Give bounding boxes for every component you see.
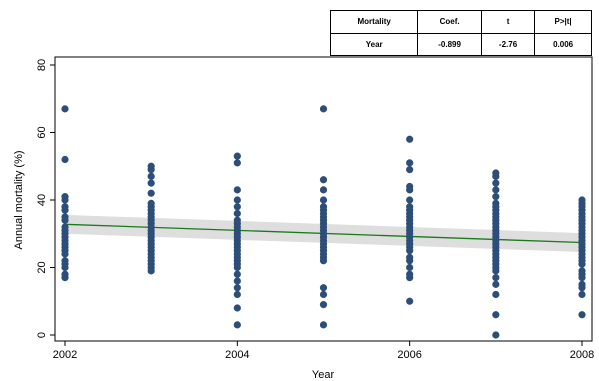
data-point [406,247,414,255]
data-point [492,193,500,201]
plot-frame [54,56,593,342]
data-point [578,260,586,268]
data-point [233,284,241,292]
data-point [492,179,500,187]
stats-coef-value: -0.899 [417,33,482,55]
data-point [492,280,500,288]
data-point [233,290,241,299]
data-point [233,263,241,272]
data-point [319,257,328,265]
regression-stats-table: Mortality Coef. t P>|t| Year -0.899 -2.7… [330,10,592,56]
stats-value-row: Year -0.899 -2.76 0.006 [331,33,591,55]
data-point [319,284,328,292]
data-point [61,155,69,164]
data-point [61,206,69,214]
y-axis-title: Annual mortality (%) [13,150,25,249]
data-point [406,186,414,194]
y-tick-label: 60 [36,126,48,138]
data-point [319,176,328,184]
data-point [406,263,414,272]
data-point [233,209,241,218]
data-point [492,186,500,194]
x-tick-label: 2008 [570,349,594,361]
data-point [578,290,586,299]
stats-header-p: P>|t| [534,11,591,34]
y-tick-label: 20 [36,261,48,273]
data-point [233,277,241,285]
data-point [492,267,500,275]
data-point [319,290,328,299]
data-point [492,331,500,339]
data-point [147,179,155,187]
y-tick-label: 80 [36,59,48,71]
data-point [319,196,328,204]
data-point [492,290,500,299]
data-point [61,216,69,224]
data-point [406,135,414,143]
stats-header-t: t [481,11,536,34]
stats-p-value: 0.006 [553,39,574,49]
data-point [406,274,414,282]
data-point [492,311,500,319]
data-point [492,274,500,282]
data-point [233,321,241,329]
data-point [61,250,69,258]
data-point [61,105,69,113]
data-point [233,203,241,211]
data-point [406,196,414,204]
data-point [61,196,69,204]
stats-row-label: Year [331,33,419,55]
data-point [406,257,414,265]
y-tick-label: 0 [36,332,48,338]
x-axis-title: Year [312,369,335,381]
data-point [406,159,414,167]
x-tick-label: 2006 [397,349,421,361]
data-point [319,186,328,194]
data-point [233,152,241,160]
stats-t-value: -2.76 [481,33,536,55]
data-point [147,189,155,197]
data-point [147,267,155,275]
y-tick-label: 40 [36,194,48,206]
stats-header-coef: Coef. [417,11,482,34]
data-point [233,304,241,312]
data-point [578,274,586,282]
data-point [492,172,500,180]
data-point [233,159,241,167]
data-point [147,166,155,174]
stats-header-outcome: Mortality [331,11,419,34]
data-point [406,166,414,174]
data-point [406,297,414,305]
stats-header-row: Mortality Coef. t P>|t| [331,11,591,34]
x-tick-label: 2004 [225,349,249,361]
data-point [61,274,69,282]
data-point [578,284,586,292]
data-point [319,105,328,113]
data-point [61,263,69,272]
data-point [233,270,241,278]
data-point [319,321,328,329]
data-point [147,172,155,180]
data-point [319,301,328,309]
x-tick-label: 2002 [53,349,77,361]
data-point [233,186,241,194]
data-point [233,196,241,204]
data-point [578,311,586,319]
